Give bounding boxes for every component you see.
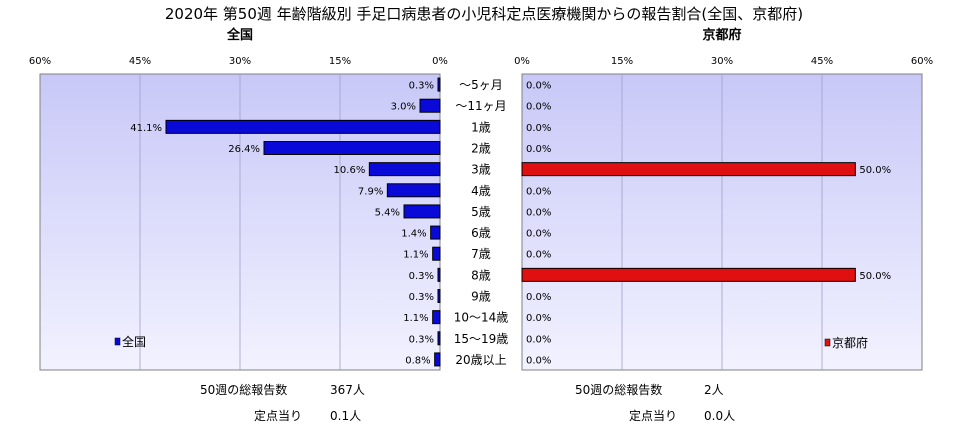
chart-title: 2020年 第50週 年齢階級別 手足口病患者の小児科定点医療機関からの報告割合…: [165, 5, 803, 23]
right-per-label: 定点当り: [629, 408, 677, 423]
left-data-label: 0.3%: [409, 81, 434, 92]
left-data-label: 1.4%: [401, 229, 426, 240]
right-legend: 京都府: [824, 335, 868, 350]
right-panel-subtitle: 京都府: [702, 27, 741, 43]
left-bar: [368, 162, 441, 177]
right-tick-label: 45%: [811, 56, 833, 67]
left-data-label: 5.4%: [375, 207, 400, 218]
category-label: ～5ヶ月: [459, 78, 503, 92]
category-label: 5歳: [471, 205, 491, 219]
right-data-label: 0.0%: [526, 144, 551, 155]
right-data-label: 0.0%: [526, 102, 551, 113]
left-tick-label: 15%: [329, 56, 351, 67]
right-data-label: 0.0%: [526, 229, 551, 240]
right-data-label: 0.0%: [526, 313, 551, 324]
left-legend-label: 全国: [122, 334, 146, 349]
right-data-label: 0.0%: [526, 81, 551, 92]
left-bar: [403, 204, 441, 219]
right-data-label: 0.0%: [526, 355, 551, 366]
left-bar: [432, 310, 441, 325]
left-bar: [437, 77, 441, 92]
left-bar: [437, 289, 441, 303]
right-legend-label: 京都府: [832, 335, 868, 350]
left-bar: [386, 183, 441, 198]
category-label: 8歳: [471, 268, 491, 282]
left-footer: 50週の総報告数 367人 定点当り 0.1人: [200, 382, 365, 423]
category-label: 7歳: [471, 247, 491, 261]
left-data-label: 7.9%: [358, 186, 383, 197]
right-per-value: 0.0人: [704, 409, 735, 423]
left-data-label: 0.3%: [409, 292, 434, 303]
left-data-label: 1.1%: [403, 313, 428, 324]
right-data-label: 0.0%: [526, 123, 551, 134]
right-total-label: 50週の総報告数: [575, 382, 662, 397]
left-data-label: 0.8%: [405, 355, 430, 366]
left-data-label: 3.0%: [391, 102, 416, 113]
left-data-label: 0.3%: [409, 334, 434, 345]
right-footer: 50週の総報告数 2人 定点当り 0.0人: [575, 382, 735, 423]
left-bar: [434, 352, 441, 367]
left-tick-label: 60%: [29, 56, 51, 67]
category-label: 1歳: [471, 120, 491, 134]
category-label: 6歳: [471, 226, 491, 240]
right-data-label: 0.0%: [526, 250, 551, 261]
right-tick-label: 15%: [611, 56, 633, 67]
left-bar: [437, 331, 441, 346]
left-data-label: 10.6%: [334, 165, 366, 176]
left-per-label: 定点当り: [254, 408, 302, 423]
right-data-label: 0.0%: [526, 292, 551, 303]
category-label: 3歳: [471, 163, 491, 177]
category-label: 2歳: [471, 142, 491, 156]
left-bar: [432, 246, 441, 261]
left-data-label: 0.3%: [409, 271, 434, 282]
category-label: ～11ヶ月: [455, 99, 506, 113]
left-data-label: 26.4%: [228, 144, 260, 155]
left-per-value: 0.1人: [330, 409, 361, 423]
left-bar: [419, 98, 441, 113]
right-data-label: 0.0%: [526, 186, 551, 197]
category-label: 10～14歳: [454, 311, 509, 325]
category-label: 4歳: [471, 184, 491, 198]
right-tick-label: 30%: [711, 56, 733, 67]
left-total-label: 50週の総報告数: [200, 382, 287, 397]
left-legend-swatch: [114, 337, 121, 346]
left-bar: [165, 119, 441, 134]
right-data-label: 0.0%: [526, 207, 551, 218]
right-bar: [521, 267, 856, 282]
category-label: 15～19歳: [454, 332, 509, 346]
category-label: 9歳: [471, 290, 491, 304]
left-data-label: 41.1%: [130, 123, 162, 134]
left-bar: [437, 267, 441, 282]
right-data-label: 50.0%: [859, 271, 891, 282]
left-legend: 全国: [114, 334, 146, 349]
right-data-label: 50.0%: [859, 165, 891, 176]
right-data-label: 0.0%: [526, 334, 551, 345]
category-label: 20歳以上: [455, 353, 506, 367]
left-panel-subtitle: 全国: [226, 27, 253, 43]
right-tick-label: 0%: [514, 56, 530, 67]
left-bar: [430, 225, 441, 240]
left-data-label: 1.1%: [403, 250, 428, 261]
right-total-value: 2人: [704, 383, 724, 397]
left-bar: [263, 141, 441, 155]
right-tick-label: 60%: [911, 56, 933, 67]
left-tick-label: 30%: [229, 56, 251, 67]
left-tick-label: 45%: [129, 56, 151, 67]
right-bar: [521, 162, 856, 177]
left-total-value: 367人: [330, 383, 365, 397]
left-tick-label: 0%: [432, 56, 448, 67]
right-legend-swatch: [824, 338, 831, 347]
